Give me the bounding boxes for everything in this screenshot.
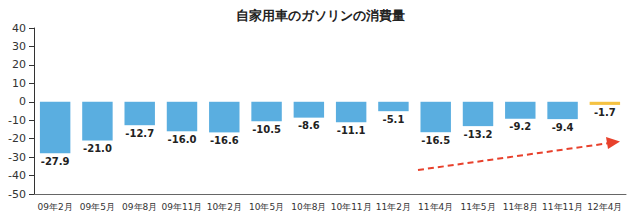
- svg-text:-10.5: -10.5: [252, 124, 281, 135]
- svg-text:-16.6: -16.6: [210, 135, 239, 146]
- svg-text:自家用車のガソリンの消費量: 自家用車のガソリンの消費量: [236, 8, 405, 23]
- svg-text:09年5月: 09年5月: [80, 202, 115, 212]
- svg-text:11年5月: 11年5月: [460, 202, 495, 212]
- svg-text:-13.2: -13.2: [464, 129, 493, 140]
- svg-text:-1.7: -1.7: [594, 107, 616, 118]
- svg-text:-40: -40: [8, 169, 26, 182]
- svg-text:-16.0: -16.0: [168, 134, 197, 145]
- svg-text:-9.2: -9.2: [509, 121, 531, 132]
- svg-text:-10: -10: [8, 114, 26, 127]
- svg-text:-20: -20: [8, 132, 26, 145]
- svg-text:10: 10: [12, 77, 26, 90]
- svg-text:-21.0: -21.0: [83, 143, 112, 154]
- svg-text:-11.1: -11.1: [337, 125, 366, 136]
- svg-text:-12.7: -12.7: [125, 128, 154, 139]
- svg-text:10年11月: 10年11月: [331, 202, 372, 212]
- svg-text:09年11月: 09年11月: [162, 202, 203, 212]
- svg-text:11年4月: 11年4月: [418, 202, 453, 212]
- svg-text:11年8月: 11年8月: [503, 202, 538, 212]
- svg-text:40: 40: [12, 22, 26, 35]
- svg-text:0: 0: [19, 95, 26, 108]
- svg-text:30: 30: [12, 40, 26, 53]
- svg-text:11年2月: 11年2月: [376, 202, 411, 212]
- svg-text:-50: -50: [8, 188, 26, 201]
- svg-text:-9.4: -9.4: [552, 122, 574, 133]
- svg-text:-30: -30: [8, 151, 26, 164]
- svg-text:10年5月: 10年5月: [249, 202, 284, 212]
- svg-text:-16.5: -16.5: [421, 135, 450, 146]
- svg-text:-5.1: -5.1: [382, 114, 404, 125]
- svg-text:10年8月: 10年8月: [291, 202, 326, 212]
- svg-text:12年4月: 12年4月: [587, 202, 622, 212]
- svg-text:09年8月: 09年8月: [122, 202, 157, 212]
- svg-text:-8.6: -8.6: [298, 120, 320, 131]
- svg-text:-27.9: -27.9: [41, 156, 70, 167]
- svg-text:09年2月: 09年2月: [38, 202, 73, 212]
- svg-text:10年2月: 10年2月: [207, 202, 242, 212]
- svg-text:20: 20: [12, 58, 26, 71]
- svg-text:11年11月: 11年11月: [542, 202, 583, 212]
